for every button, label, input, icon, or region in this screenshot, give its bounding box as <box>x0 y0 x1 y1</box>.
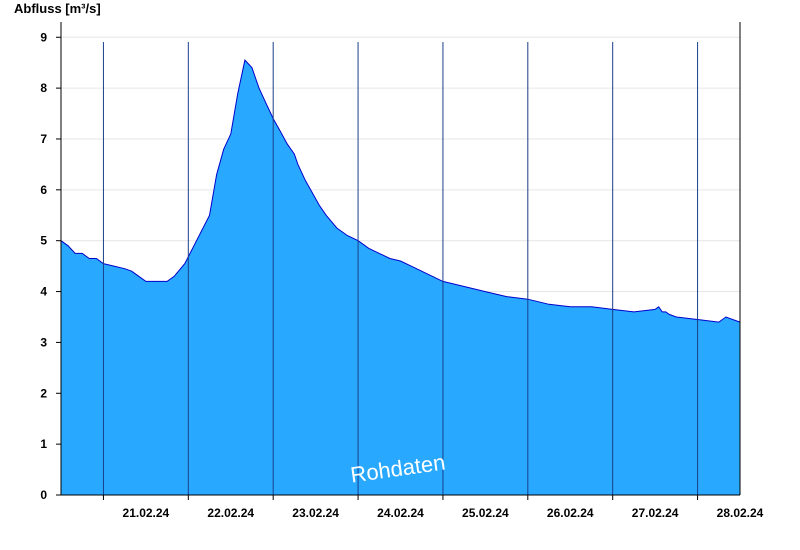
y-tick-label: 4 <box>40 285 47 299</box>
y-tick-label: 7 <box>40 132 47 146</box>
discharge-line <box>60 59 741 323</box>
x-tick-label: 23.02.24 <box>292 506 339 520</box>
x-tick-label: 22.02.24 <box>207 506 254 520</box>
series-layer <box>60 59 741 495</box>
y-tick-label: 0 <box>40 488 47 502</box>
y-tick-label: 5 <box>40 234 47 248</box>
x-tick-label: 28.02.24 <box>717 506 764 520</box>
y-tick-label: 8 <box>40 81 47 95</box>
axes <box>60 22 741 496</box>
x-ticks: 21.02.24 22.02.24 23.02.24 24.02.24 25.02.24… <box>102 495 764 520</box>
y-tick-label: 3 <box>40 335 47 349</box>
y-ticks: 0 1 2 3 4 5 6 7 8 9 <box>40 30 61 502</box>
y-tick-label: 2 <box>40 386 47 400</box>
x-tick-label: 21.02.24 <box>123 506 170 520</box>
x-tick-label: 27.02.24 <box>632 506 679 520</box>
y-tick-label: 9 <box>40 30 47 44</box>
discharge-area <box>61 60 740 495</box>
day-separators <box>102 42 699 495</box>
x-tick-label: 24.02.24 <box>377 506 424 520</box>
y-tick-label: 6 <box>40 183 47 197</box>
y-axis-title: Abfluss [m³/s] <box>14 1 101 16</box>
y-tick-label: 1 <box>40 437 47 451</box>
x-tick-label: 25.02.24 <box>462 506 509 520</box>
x-tick-label: 26.02.24 <box>547 506 594 520</box>
